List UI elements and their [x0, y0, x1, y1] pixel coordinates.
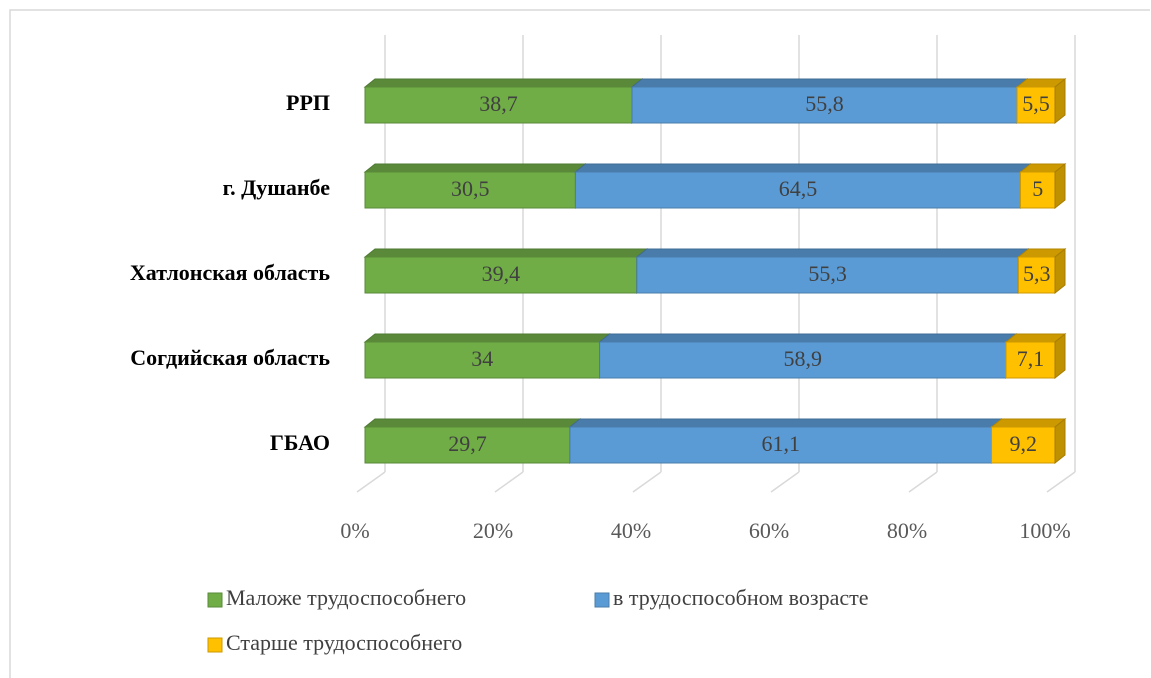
category-label: РРП	[286, 90, 330, 115]
value-label: 55,8	[805, 91, 844, 116]
legend-label: Маложе трудоспособнего	[226, 585, 466, 610]
bar	[364, 171, 576, 209]
floor-line	[356, 471, 386, 493]
value-label: 30,5	[451, 176, 490, 201]
floor-line	[908, 471, 938, 493]
bar-top	[363, 333, 612, 343]
bar	[1005, 341, 1056, 379]
bar-top	[598, 333, 1018, 343]
bar-side	[1054, 77, 1066, 125]
bar	[364, 256, 638, 294]
bar	[364, 86, 633, 124]
legend-swatch	[207, 637, 223, 653]
value-label: 34	[471, 346, 493, 371]
bar-top	[630, 78, 1029, 88]
bar	[574, 171, 1021, 209]
bar	[1017, 256, 1056, 294]
category-label: г. Душанбе	[223, 175, 331, 200]
value-label: 5,3	[1023, 261, 1051, 286]
legend-label: в трудоспособном возрасте	[613, 585, 869, 610]
bar-top	[363, 163, 587, 173]
legend-swatch	[207, 592, 223, 608]
bar	[636, 256, 1019, 294]
value-label: 9,2	[1010, 431, 1038, 456]
x-tick-label: 60%	[749, 518, 789, 543]
legend-swatch	[594, 592, 610, 608]
chart-frame	[9, 9, 1150, 678]
x-tick-label: 0%	[340, 518, 369, 543]
x-tick-label: 40%	[611, 518, 651, 543]
bar	[1016, 86, 1056, 124]
value-label: 55,3	[808, 261, 847, 286]
bar	[1020, 171, 1056, 209]
floor-line	[494, 471, 524, 493]
value-label: 7,1	[1017, 346, 1045, 371]
bar	[364, 426, 571, 464]
category-label: ГБАО	[270, 430, 330, 455]
x-tick-label: 80%	[887, 518, 927, 543]
bar-top	[363, 248, 649, 258]
x-tick-label: 100%	[1019, 518, 1070, 543]
bar-side	[1054, 162, 1066, 210]
floor-line	[770, 471, 800, 493]
floor-line	[1046, 471, 1076, 493]
bar-top	[635, 248, 1030, 258]
value-label: 5	[1032, 176, 1043, 201]
bar-top	[363, 78, 644, 88]
bar	[599, 341, 1007, 379]
value-label: 58,9	[784, 346, 823, 371]
category-label: Хатлонская область	[130, 260, 330, 285]
bar-top	[568, 418, 1003, 428]
bar	[569, 426, 993, 464]
bar-side	[1054, 332, 1066, 380]
bar-top	[574, 163, 1032, 173]
legend-label: Старше трудоспособнего	[226, 630, 462, 655]
bar-side	[1054, 247, 1066, 295]
bar-top	[363, 418, 582, 428]
value-label: 39,4	[482, 261, 521, 286]
bar	[364, 341, 601, 379]
bar-top	[990, 418, 1067, 428]
category-label: Согдийская область	[130, 345, 330, 370]
x-tick-label: 20%	[473, 518, 513, 543]
value-label: 38,7	[479, 91, 518, 116]
value-label: 5,5	[1022, 91, 1050, 116]
value-label: 61,1	[761, 431, 800, 456]
floor-line	[632, 471, 662, 493]
value-label: 29,7	[448, 431, 487, 456]
bar-side	[1054, 417, 1066, 465]
value-label: 64,5	[779, 176, 818, 201]
